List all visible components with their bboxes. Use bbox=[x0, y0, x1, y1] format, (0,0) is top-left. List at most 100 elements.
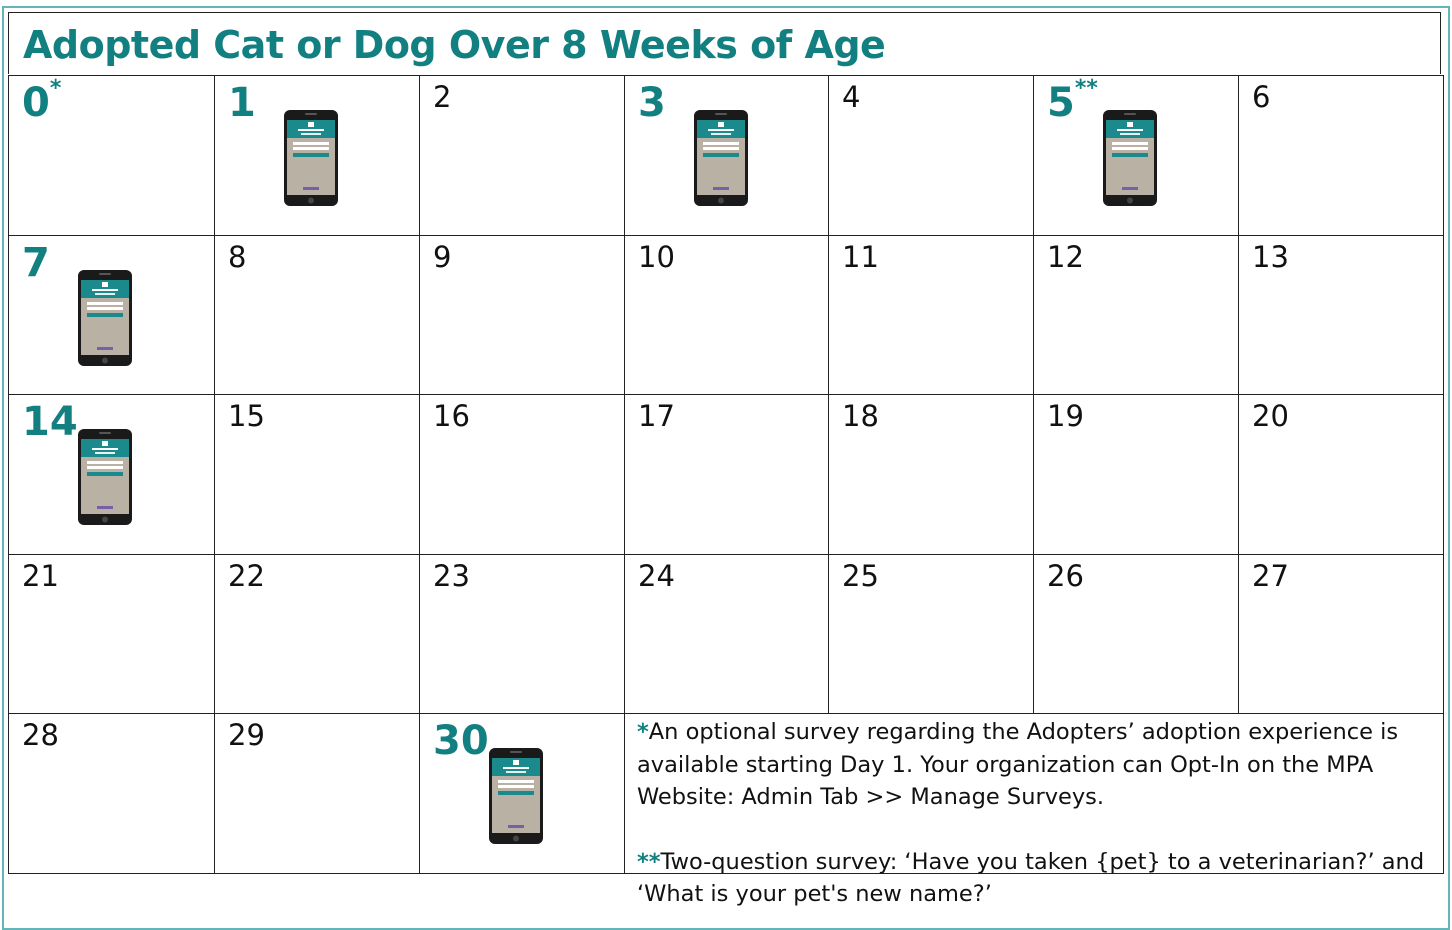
day-number: 23 bbox=[433, 559, 470, 593]
day-number: 8 bbox=[228, 240, 246, 274]
footnote: **Two-question survey: ‘Have you taken {… bbox=[637, 846, 1431, 911]
day-number: 10 bbox=[638, 240, 675, 274]
day-number: 28 bbox=[22, 718, 59, 752]
day-label: 22 bbox=[228, 559, 265, 593]
day-label: 15 bbox=[228, 399, 265, 433]
day-number: 15 bbox=[228, 399, 265, 433]
day-cell: 26 bbox=[1034, 555, 1239, 715]
phone-icon bbox=[693, 109, 749, 207]
day-label: 20 bbox=[1252, 399, 1289, 433]
phone-icon bbox=[1102, 109, 1158, 207]
day-cell: 20 bbox=[1239, 395, 1444, 555]
day-number: 19 bbox=[1047, 399, 1084, 433]
day-cell: 6 bbox=[1239, 76, 1444, 236]
phone-icon bbox=[77, 269, 133, 367]
day-label: 25 bbox=[842, 559, 879, 593]
day-label: 21 bbox=[22, 559, 59, 593]
day-label: 2 bbox=[433, 80, 451, 114]
phone-icon bbox=[283, 109, 339, 207]
day-number: 1 bbox=[228, 80, 256, 126]
day-number: 29 bbox=[228, 718, 265, 752]
day-number: 14 bbox=[22, 399, 78, 445]
day-number: 2 bbox=[433, 80, 451, 114]
footnote-marker: * bbox=[50, 76, 62, 101]
day-cell: 9 bbox=[420, 236, 625, 396]
day-label: 3 bbox=[638, 80, 666, 126]
day-number: 13 bbox=[1252, 240, 1289, 274]
footnote-text: An optional survey regarding the Adopter… bbox=[637, 719, 1398, 810]
day-label: 4 bbox=[842, 80, 860, 114]
day-cell: 27 bbox=[1239, 555, 1444, 715]
day-cell: 18 bbox=[829, 395, 1034, 555]
notes-cell: *An optional survey regarding the Adopte… bbox=[625, 714, 1444, 874]
day-label: 8 bbox=[228, 240, 246, 274]
day-cell: 17 bbox=[625, 395, 829, 555]
day-cell: 10 bbox=[625, 236, 829, 396]
day-number: 0* bbox=[22, 80, 61, 126]
day-cell: 16 bbox=[420, 395, 625, 555]
footnote: *An optional survey regarding the Adopte… bbox=[637, 716, 1431, 814]
day-number: 27 bbox=[1252, 559, 1289, 593]
day-label: 12 bbox=[1047, 240, 1084, 274]
footnote-text: Two-question survey: ‘Have you taken {pe… bbox=[637, 849, 1424, 908]
day-number: 24 bbox=[638, 559, 675, 593]
footnote-marker: ** bbox=[1075, 76, 1098, 101]
day-label: 19 bbox=[1047, 399, 1084, 433]
day-label: 7 bbox=[22, 240, 50, 286]
day-number: 4 bbox=[842, 80, 860, 114]
day-cell: 2 bbox=[420, 76, 625, 236]
day-cell: 19 bbox=[1034, 395, 1239, 555]
footnote-marker: ** bbox=[637, 849, 661, 875]
day-cell: 22 bbox=[215, 555, 420, 715]
day-label: 13 bbox=[1252, 240, 1289, 274]
day-cell: 24 bbox=[625, 555, 829, 715]
day-cell: 14 bbox=[9, 395, 215, 555]
day-label: 29 bbox=[228, 718, 265, 752]
day-label: 11 bbox=[842, 240, 879, 274]
day-label: 1 bbox=[228, 80, 256, 126]
day-cell: 28 bbox=[9, 714, 215, 874]
page: Adopted Cat or Dog Over 8 Weeks of Age 0… bbox=[0, 0, 1452, 913]
day-number: 3 bbox=[638, 80, 666, 126]
day-cell: 15 bbox=[215, 395, 420, 555]
day-number: 22 bbox=[228, 559, 265, 593]
day-label: 30 bbox=[433, 718, 489, 764]
day-number: 30 bbox=[433, 718, 489, 764]
day-label: 9 bbox=[433, 240, 451, 274]
day-number: 20 bbox=[1252, 399, 1289, 433]
day-cell: 7 bbox=[9, 236, 215, 396]
footnote-marker: * bbox=[637, 719, 649, 745]
day-label: 28 bbox=[22, 718, 59, 752]
day-cell: 30 bbox=[420, 714, 625, 874]
day-number: 25 bbox=[842, 559, 879, 593]
day-cell: 1 bbox=[215, 76, 420, 236]
day-label: 10 bbox=[638, 240, 675, 274]
phone-icon bbox=[488, 747, 544, 845]
day-label: 16 bbox=[433, 399, 470, 433]
day-label: 6 bbox=[1252, 80, 1270, 114]
day-cell: 3 bbox=[625, 76, 829, 236]
day-label: 5 bbox=[1047, 80, 1075, 126]
day-cell: 5** bbox=[1034, 76, 1239, 236]
day-cell: 0* bbox=[9, 76, 215, 236]
day-label: 26 bbox=[1047, 559, 1084, 593]
day-number: 11 bbox=[842, 240, 879, 274]
day-cell: 4 bbox=[829, 76, 1034, 236]
day-label: 27 bbox=[1252, 559, 1289, 593]
day-label: 18 bbox=[842, 399, 879, 433]
day-label: 0 bbox=[22, 80, 50, 126]
day-cell: 29 bbox=[215, 714, 420, 874]
day-label: 24 bbox=[638, 559, 675, 593]
day-number: 9 bbox=[433, 240, 451, 274]
day-number: 18 bbox=[842, 399, 879, 433]
phone-icon bbox=[77, 428, 133, 526]
day-number: 16 bbox=[433, 399, 470, 433]
day-cell: 25 bbox=[829, 555, 1034, 715]
day-number: 6 bbox=[1252, 80, 1270, 114]
calendar-title: Adopted Cat or Dog Over 8 Weeks of Age bbox=[8, 12, 1441, 74]
day-number: 7 bbox=[22, 240, 50, 286]
day-number: 26 bbox=[1047, 559, 1084, 593]
day-number: 12 bbox=[1047, 240, 1084, 274]
day-number: 21 bbox=[22, 559, 59, 593]
